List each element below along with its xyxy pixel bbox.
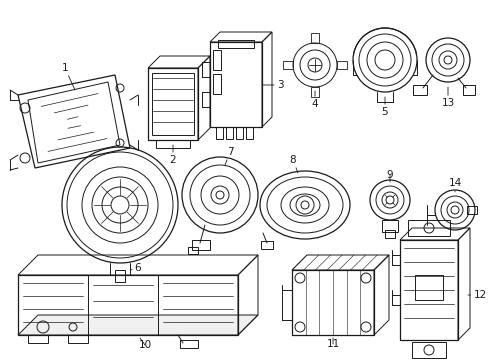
Bar bbox=[384, 230, 394, 238]
Text: 8: 8 bbox=[289, 155, 297, 173]
Text: 2: 2 bbox=[169, 145, 176, 165]
Text: 1: 1 bbox=[61, 63, 75, 90]
Bar bbox=[216, 127, 223, 139]
Text: 13: 13 bbox=[441, 87, 454, 108]
Text: 4: 4 bbox=[311, 91, 318, 109]
Text: 6: 6 bbox=[130, 263, 141, 273]
Bar bbox=[28, 335, 48, 343]
Bar bbox=[115, 270, 125, 282]
Bar bbox=[218, 40, 253, 48]
Bar bbox=[225, 127, 232, 139]
Text: 10: 10 bbox=[138, 338, 151, 350]
Bar bbox=[399, 240, 457, 340]
Bar bbox=[407, 220, 449, 236]
Text: 11: 11 bbox=[325, 338, 339, 349]
Bar bbox=[187, 247, 198, 254]
Text: 14: 14 bbox=[447, 178, 461, 192]
Text: 12: 12 bbox=[467, 290, 486, 300]
Bar bbox=[68, 335, 88, 343]
Bar bbox=[466, 206, 476, 214]
Bar bbox=[192, 240, 209, 250]
Bar bbox=[381, 220, 397, 232]
Bar bbox=[261, 241, 272, 249]
Bar bbox=[462, 85, 474, 95]
Text: 7: 7 bbox=[224, 147, 233, 165]
Bar bbox=[336, 61, 346, 69]
Bar bbox=[310, 87, 318, 97]
Bar bbox=[411, 342, 445, 358]
Bar bbox=[148, 68, 198, 140]
Bar bbox=[283, 61, 292, 69]
Text: 5: 5 bbox=[381, 97, 387, 117]
Bar bbox=[152, 73, 194, 135]
Bar bbox=[245, 127, 252, 139]
Bar bbox=[213, 74, 221, 94]
Bar bbox=[156, 140, 190, 148]
Bar bbox=[213, 50, 221, 70]
Text: 3: 3 bbox=[262, 80, 283, 90]
Bar bbox=[209, 42, 262, 127]
Bar bbox=[412, 85, 426, 95]
Text: 9: 9 bbox=[386, 170, 392, 182]
Bar bbox=[236, 127, 243, 139]
Bar bbox=[414, 275, 442, 300]
Bar bbox=[310, 33, 318, 43]
Bar bbox=[180, 340, 198, 348]
Polygon shape bbox=[18, 315, 258, 335]
